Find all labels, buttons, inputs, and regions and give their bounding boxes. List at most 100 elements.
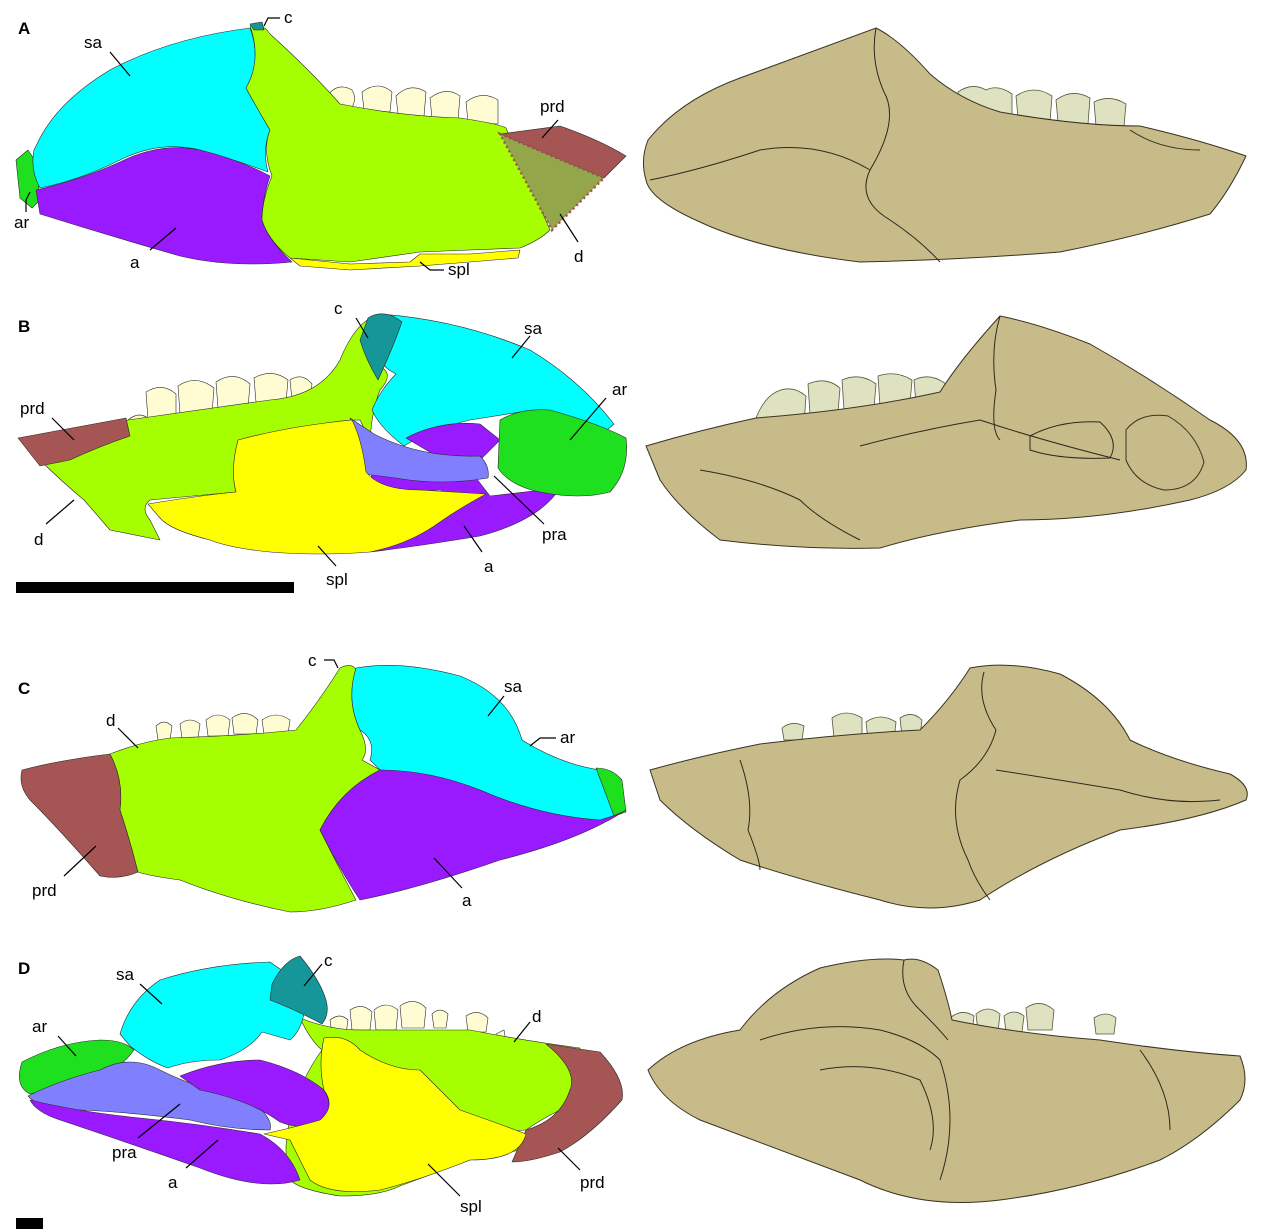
scan-suture <box>859 419 1121 461</box>
panel-b-leader <box>569 397 607 441</box>
panel-d-leader <box>57 1035 77 1057</box>
panel-a-tooth <box>395 87 427 117</box>
scan-body <box>649 664 1248 909</box>
panel-a-tooth <box>465 95 499 125</box>
scan-tooth <box>1025 1003 1055 1031</box>
panel-b-label-ar: ar <box>612 380 627 399</box>
panel-b-scan <box>645 315 1247 549</box>
panel-b-label: B <box>18 317 30 336</box>
panel-c-dentary <box>109 665 381 913</box>
scan-suture <box>955 671 997 901</box>
panel-c-leader <box>433 857 463 889</box>
panel-d-label-d: d <box>532 1007 541 1026</box>
panel-a-tooth <box>429 91 461 121</box>
scan-suture <box>995 769 1221 803</box>
panel-d-leader <box>139 983 163 1005</box>
panel-c-leader <box>529 737 556 747</box>
panel-a-label-spl: spl <box>448 260 470 279</box>
panel-b-label-prd: prd <box>20 399 45 418</box>
panel-d-splenial <box>263 1036 527 1192</box>
panel-a-leader <box>149 227 177 251</box>
panel-a-leader <box>25 191 31 212</box>
panel-b-predentary <box>17 417 131 467</box>
scan-suture <box>699 469 861 541</box>
panel-c-leader <box>324 659 339 669</box>
panel-d-label-sa: sa <box>116 965 135 984</box>
panel-d-label-spl: spl <box>460 1197 482 1216</box>
panel-c-label-a: a <box>462 891 472 910</box>
scan-suture <box>902 959 949 1041</box>
panel-c-tooth <box>155 721 173 741</box>
scan-suture <box>1139 1049 1171 1131</box>
panel-d-surangular <box>119 961 305 1069</box>
panel-d-predentary <box>511 1043 623 1163</box>
panel-b: B c sa prd ar <box>16 299 627 593</box>
scan-tooth <box>1093 98 1127 127</box>
panel-d-leader <box>137 1103 181 1139</box>
panel-b-label-sa: sa <box>524 319 543 338</box>
panel-d-teeth <box>329 1001 507 1045</box>
scan-suture <box>993 315 1001 441</box>
panel-b-leader <box>463 525 483 553</box>
panel-a-label: A <box>18 19 30 38</box>
panel-d: D c sa ar <box>16 951 623 1229</box>
panel-a-tooth <box>361 85 393 113</box>
panel-b-leader <box>355 317 369 339</box>
panel-c-angular <box>319 769 627 901</box>
panel-a-leader <box>109 51 131 77</box>
panel-a-leader <box>263 17 280 27</box>
scan-body <box>645 315 1247 549</box>
panel-b-dentary <box>39 313 388 541</box>
panel-d-label-pra: pra <box>112 1143 137 1162</box>
panel-d-tooth <box>373 1004 399 1031</box>
panel-d-label-prd: prd <box>580 1173 605 1192</box>
panel-b-tooth <box>253 373 289 403</box>
panel-d-tooth <box>465 1012 489 1033</box>
panel-a-splenial <box>289 249 521 271</box>
panel-a-dentary <box>245 24 551 263</box>
scan-tooth <box>1055 93 1091 125</box>
scan-tooth <box>1093 1013 1117 1035</box>
panel-a: A sa c prd ar a <box>14 8 627 279</box>
panel-b-label-a: a <box>484 557 494 576</box>
panel-c-tooth <box>179 719 201 739</box>
panel-a-label-sa: sa <box>84 33 103 52</box>
scan-tooth <box>781 723 805 741</box>
panel-b-label-pra: pra <box>542 525 567 544</box>
scan-suture <box>739 759 761 871</box>
panel-d-leader <box>427 1163 461 1197</box>
panel-d-scan <box>647 958 1246 1203</box>
panel-c-label: C <box>18 679 30 698</box>
panel-a-coronoid <box>249 21 265 31</box>
scan-body <box>647 958 1246 1203</box>
panel-a-label-ar: ar <box>14 213 29 232</box>
panel-d-label-ar: ar <box>32 1017 47 1036</box>
panel-d-angular <box>29 1099 301 1185</box>
panel-d-tooth <box>399 1001 427 1029</box>
panel-d-leader <box>303 963 323 987</box>
panel-c-label-d: d <box>106 711 115 730</box>
scan-suture <box>819 1066 934 1151</box>
panel-b-label-spl: spl <box>326 570 348 589</box>
scan-suture <box>1129 129 1201 151</box>
panel-c-articular <box>595 767 627 817</box>
panel-b-label-c: c <box>334 299 343 318</box>
panel-a-scan <box>642 27 1247 263</box>
panel-a-label-a: a <box>130 253 140 272</box>
panel-d-prearticular <box>27 1061 271 1131</box>
panel-c: C c sa d ar prd a <box>18 651 627 913</box>
panel-c-label-prd: prd <box>32 881 57 900</box>
panel-d-leader <box>557 1147 581 1171</box>
scan-body <box>642 27 1247 263</box>
panel-b-leader <box>511 335 531 359</box>
panel-b-articular <box>497 409 627 497</box>
panel-c-label-ar: ar <box>560 728 575 747</box>
panel-d-label-a: a <box>168 1173 178 1192</box>
panel-a-leader <box>559 213 579 243</box>
panel-a-leader <box>419 261 444 271</box>
panel-b-label-d: d <box>34 530 43 549</box>
panel-b-coronoid <box>359 313 403 381</box>
panel-d-tooth <box>349 1006 373 1031</box>
panel-a-label-prd: prd <box>540 97 565 116</box>
